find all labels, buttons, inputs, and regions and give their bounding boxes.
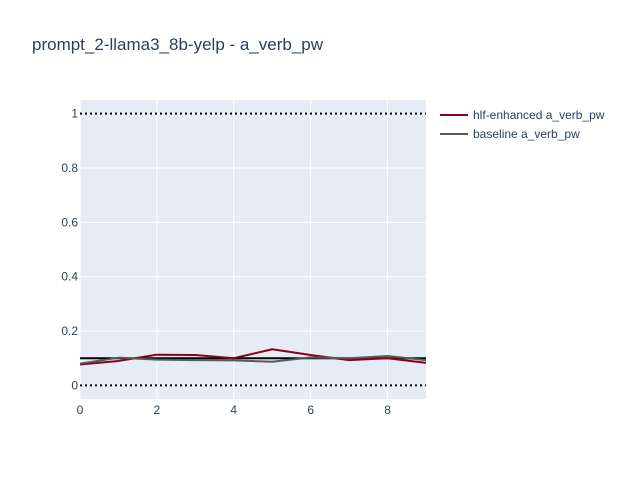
x-tick-label: 0: [77, 403, 84, 417]
series-lines: [79, 348, 427, 366]
gridlines: [79, 100, 426, 399]
y-tick-label: 0.2: [61, 324, 78, 338]
x-tick-label: 6: [307, 403, 314, 417]
y-tick-label: 0: [71, 378, 78, 392]
legend: hlf-enhanced a_verb_pw baseline a_verb_pw: [440, 108, 605, 141]
y-tick-label: 0.8: [61, 161, 78, 175]
series-line: [79, 355, 427, 365]
plot-area: [80, 100, 426, 399]
x-axis: 0 2 4 6 8: [77, 403, 392, 417]
x-tick-label: 2: [154, 403, 161, 417]
x-tick-label: 4: [230, 403, 237, 417]
x-tick-label: 8: [384, 403, 391, 417]
y-tick-label: 0.6: [61, 215, 78, 229]
chart-title: prompt_2-llama3_8b-yelp - a_verb_pw: [32, 35, 324, 54]
legend-label: baseline a_verb_pw: [473, 127, 580, 141]
y-tick-label: 1: [71, 107, 78, 121]
y-axis: 0 0.2 0.4 0.6 0.8 1: [61, 107, 78, 393]
y-tick-label: 0.4: [61, 270, 78, 284]
legend-label: hlf-enhanced a_verb_pw: [473, 108, 605, 122]
